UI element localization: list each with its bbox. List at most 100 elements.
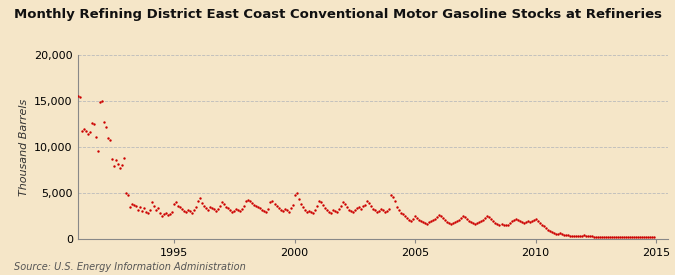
Point: [111, 158, 122, 162]
Point: [580, 233, 591, 238]
Point: [492, 221, 503, 226]
Point: [126, 202, 137, 207]
Point: [544, 229, 555, 233]
Point: [367, 207, 378, 211]
Point: [271, 204, 282, 208]
Point: [215, 204, 225, 208]
Point: [488, 219, 499, 223]
Point: [153, 206, 163, 210]
Point: [637, 235, 647, 240]
Point: [247, 201, 258, 205]
Point: [134, 205, 145, 209]
Point: [474, 219, 485, 224]
Text: Monthly Refining District East Coast Conventional Motor Gasoline Stocks at Refin: Monthly Refining District East Coast Con…: [14, 8, 662, 21]
Point: [287, 203, 298, 207]
Point: [297, 205, 308, 209]
Point: [340, 202, 350, 207]
Point: [428, 218, 439, 222]
Point: [412, 216, 423, 220]
Point: [313, 198, 324, 203]
Point: [444, 221, 455, 225]
Point: [319, 206, 330, 210]
Point: [552, 232, 563, 236]
Point: [570, 233, 581, 238]
Point: [291, 191, 302, 195]
Point: [398, 212, 408, 217]
Point: [342, 205, 352, 209]
Point: [643, 235, 653, 240]
Point: [464, 219, 475, 223]
Point: [283, 210, 294, 214]
Point: [619, 235, 630, 240]
Point: [589, 235, 599, 239]
Point: [165, 212, 176, 217]
Point: [289, 193, 300, 197]
Point: [120, 191, 131, 195]
Point: [122, 193, 133, 197]
Point: [524, 219, 535, 224]
Point: [385, 193, 396, 197]
Point: [434, 213, 445, 218]
Point: [82, 132, 93, 136]
Point: [585, 234, 595, 239]
Point: [466, 219, 477, 224]
Point: [177, 207, 188, 211]
Point: [414, 218, 425, 222]
Point: [263, 207, 274, 211]
Point: [317, 203, 328, 207]
Point: [504, 221, 515, 225]
Point: [649, 235, 659, 240]
Point: [299, 208, 310, 212]
Point: [620, 235, 631, 240]
Point: [470, 221, 481, 226]
Point: [420, 221, 431, 225]
Point: [392, 205, 402, 209]
Point: [609, 235, 620, 240]
Point: [632, 235, 643, 240]
Point: [560, 232, 571, 237]
Point: [144, 208, 155, 212]
Point: [624, 235, 635, 240]
Point: [478, 218, 489, 222]
Point: [279, 207, 290, 211]
Point: [88, 122, 99, 126]
Point: [377, 208, 388, 212]
Point: [185, 208, 196, 213]
Point: [615, 235, 626, 240]
Point: [613, 235, 624, 240]
Point: [257, 208, 268, 212]
Point: [113, 161, 124, 166]
Point: [529, 218, 539, 222]
Point: [227, 210, 238, 214]
Point: [381, 208, 392, 213]
Point: [295, 202, 306, 207]
Point: [516, 219, 527, 224]
Point: [593, 235, 603, 239]
Point: [277, 208, 288, 213]
Point: [307, 210, 318, 215]
Point: [568, 233, 579, 238]
Point: [130, 204, 141, 208]
Point: [508, 218, 519, 222]
Point: [564, 233, 575, 238]
Point: [323, 210, 334, 214]
Point: [285, 206, 296, 210]
Point: [639, 235, 649, 240]
Point: [239, 204, 250, 208]
Point: [406, 219, 416, 223]
Point: [472, 221, 483, 225]
Point: [338, 200, 348, 205]
Point: [259, 208, 270, 213]
Point: [251, 204, 262, 208]
Point: [249, 203, 260, 207]
Point: [261, 210, 272, 214]
Point: [574, 234, 585, 238]
Point: [502, 222, 513, 227]
Point: [490, 221, 501, 225]
Point: [514, 219, 525, 223]
Point: [169, 202, 180, 207]
Point: [438, 216, 449, 220]
Point: [269, 202, 280, 207]
Point: [522, 219, 533, 223]
Point: [205, 205, 215, 209]
